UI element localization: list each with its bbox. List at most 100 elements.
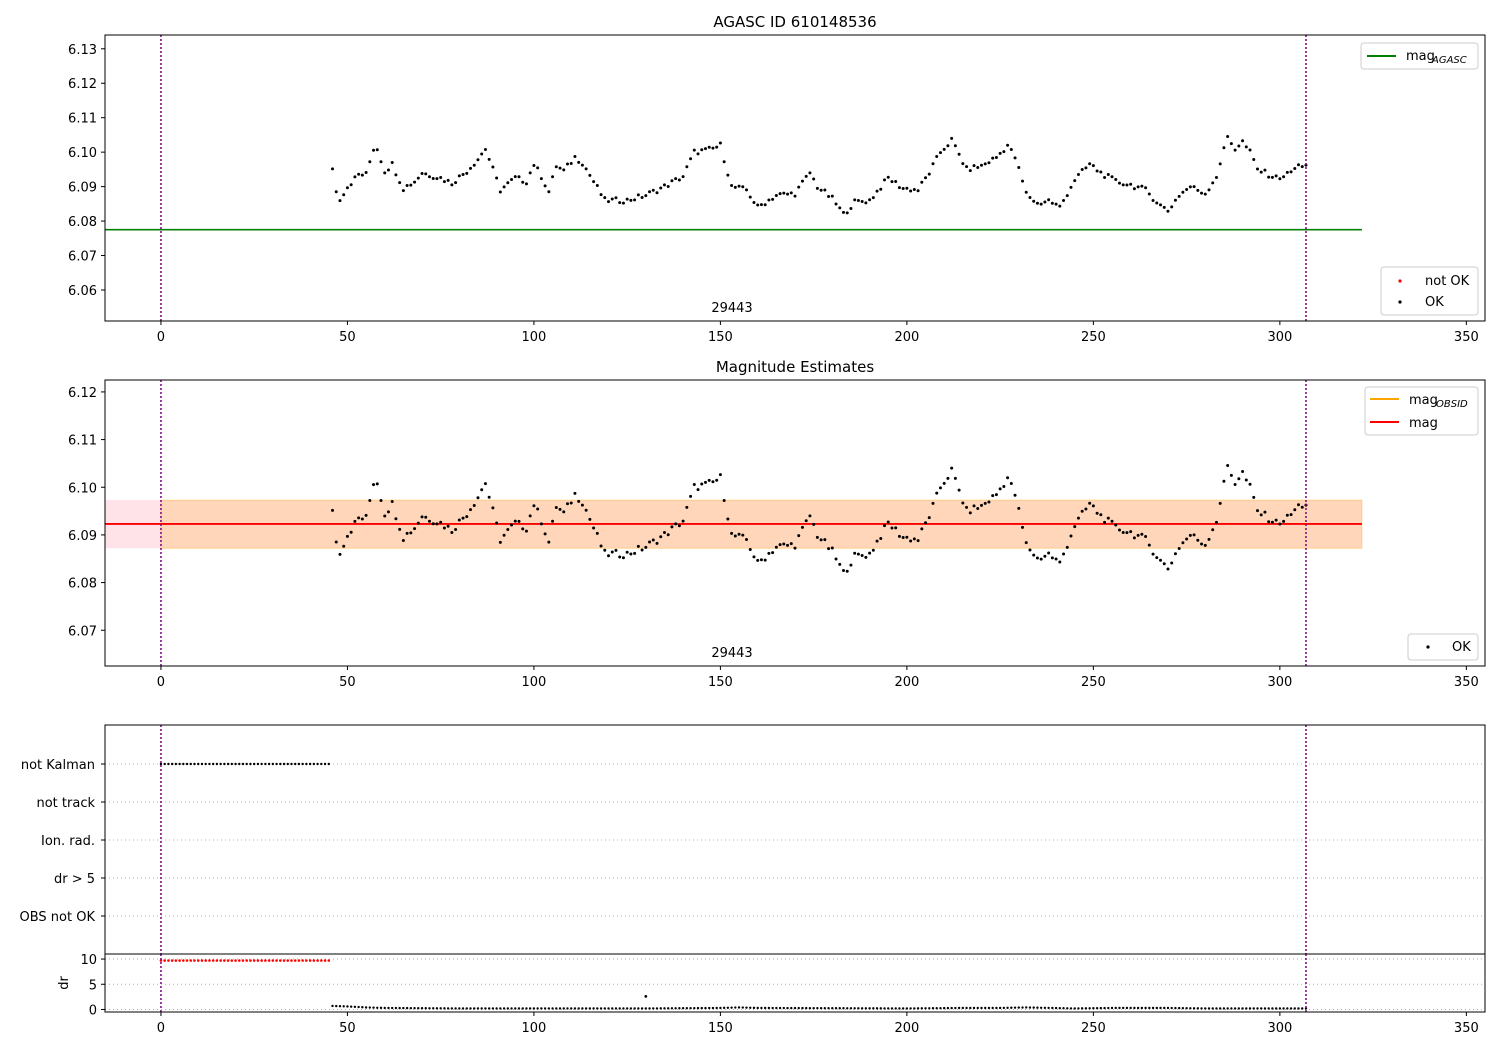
dr-point (1095, 1006, 1099, 1010)
mag-point (1103, 176, 1107, 180)
mag-point (469, 166, 473, 170)
dr-point (1163, 1006, 1166, 1010)
mag-point (565, 162, 569, 166)
dr-point (726, 1006, 730, 1009)
mag-point (938, 486, 942, 490)
dr-point (1129, 1006, 1132, 1010)
xtick-label: 150 (708, 330, 733, 345)
mag-point (845, 569, 849, 573)
flag-point (245, 762, 248, 766)
dr-point (413, 1006, 416, 1010)
dr-point (890, 1007, 894, 1010)
mag-point (1073, 179, 1077, 183)
mag-point (950, 466, 954, 470)
dr-point (562, 1007, 565, 1010)
mag-point (1039, 202, 1043, 206)
dr-point-high (256, 959, 260, 962)
dr-point (499, 1007, 502, 1010)
dr-point (1233, 1007, 1237, 1010)
dr-point (711, 1006, 715, 1010)
mag-point (562, 510, 566, 514)
panel-dr-ylabel: dr (57, 976, 72, 990)
mag-point (1106, 516, 1110, 520)
dr-point (525, 1007, 528, 1010)
dr-point (935, 1007, 938, 1010)
mag-point (495, 521, 499, 525)
panel-mag-estimates-frame (104, 379, 1486, 667)
mag-point (513, 519, 517, 523)
dr-point (823, 1006, 827, 1010)
mag-point (1121, 531, 1125, 535)
mag-point (991, 156, 995, 160)
mag-point (998, 151, 1002, 155)
mag-point (1013, 493, 1017, 497)
dr-point (853, 1007, 856, 1010)
mag-point (1091, 164, 1095, 168)
mag-point (607, 200, 611, 204)
mag-point (1203, 543, 1207, 547)
mag-point (1006, 143, 1010, 147)
mag-point (998, 487, 1002, 491)
ytick-label: 6.12 (68, 77, 97, 92)
dr-point (849, 1007, 853, 1010)
mag-point (1151, 198, 1155, 202)
dr-point (760, 1006, 763, 1010)
mag-point (1181, 541, 1185, 545)
flag-point (256, 762, 260, 766)
mag-point (498, 540, 502, 544)
dr-point-high (226, 959, 230, 962)
dr-point (372, 1006, 375, 1009)
mag-point (1054, 202, 1058, 206)
mag-point (1188, 185, 1192, 189)
mag-point (692, 148, 696, 152)
mag-point (987, 500, 991, 504)
dr-point (607, 1007, 610, 1010)
flag-point (174, 762, 178, 766)
flag-label: not track (36, 796, 95, 811)
mag-point (435, 522, 439, 526)
mag-point (897, 534, 901, 538)
mag-point (1293, 508, 1297, 512)
dr-point (954, 1006, 957, 1010)
dr-point-high (237, 959, 241, 962)
mag-point (1088, 501, 1092, 505)
mag-point (662, 183, 666, 187)
mag-point (532, 164, 536, 168)
mag-point (972, 164, 976, 168)
mag-point (331, 167, 335, 171)
flag-point (193, 762, 196, 766)
mag-point (1002, 150, 1006, 154)
mag-point (1222, 146, 1226, 150)
flag-point (241, 762, 245, 766)
dr-point (704, 1006, 707, 1010)
dr-point (390, 1006, 394, 1010)
dr-point (570, 1007, 573, 1010)
mag-point (1226, 134, 1230, 138)
mag-point (730, 531, 734, 535)
dr-point (793, 1006, 797, 1010)
dr-point (1207, 1007, 1211, 1010)
panel-agasc-title: AGASC ID 610148536 (713, 13, 876, 31)
flag-point (204, 762, 207, 766)
dr-point (693, 1006, 696, 1010)
dr-point (685, 1006, 689, 1010)
dr-point-high (305, 959, 308, 962)
mag-point (953, 144, 957, 148)
mag-point (1054, 557, 1058, 561)
dr-point-high (286, 959, 290, 962)
dr-point-high (178, 959, 181, 962)
mag-point (1110, 519, 1114, 523)
mag-point (789, 542, 793, 546)
mag-point (819, 538, 823, 542)
dr-point (827, 1007, 830, 1010)
dr-point (625, 1007, 629, 1010)
dr-point (543, 1007, 547, 1010)
dr-point (338, 1005, 342, 1008)
mag-point (584, 508, 588, 512)
mag-point (1244, 145, 1248, 149)
mag-point (778, 543, 782, 547)
mag-point (689, 157, 693, 161)
dr-point (1174, 1006, 1177, 1010)
dr-point (946, 1006, 950, 1010)
dr-point (532, 1007, 536, 1010)
